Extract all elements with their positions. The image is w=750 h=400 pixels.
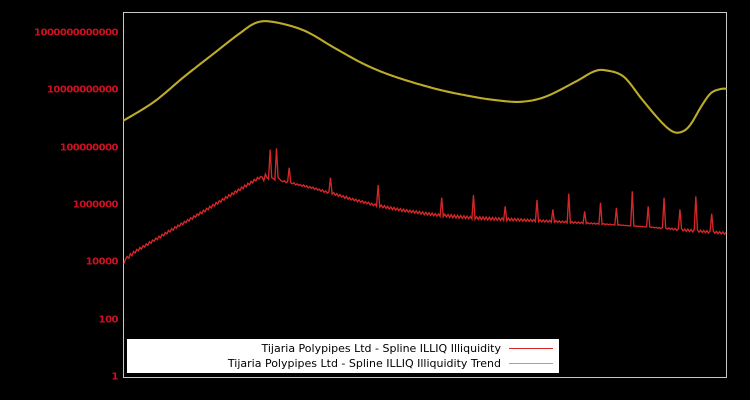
legend-entry-trend: Tijaria Polypipes Ltd - Spline ILLIQ Ill…	[131, 356, 555, 371]
legend-swatch-illiquidity	[509, 348, 553, 349]
y-axis-tick-100000000: 100000000	[59, 142, 119, 154]
plot-area	[123, 12, 727, 378]
y-axis-tick-10000000000: 10000000000	[46, 84, 119, 96]
series-illiquidity-line	[123, 148, 727, 264]
legend-swatch-trend	[509, 363, 553, 364]
legend-label-trend: Tijaria Polypipes Ltd - Spline ILLIQ Ill…	[227, 357, 501, 370]
y-axis-tick-1000000: 1000000	[72, 199, 119, 211]
legend-entry-illiquidity: Tijaria Polypipes Ltd - Spline ILLIQ Ill…	[131, 341, 555, 356]
y-axis-tick-1000000000000: 1000000000000	[34, 27, 118, 39]
y-axis-tick-10000: 10000	[85, 256, 119, 268]
y-axis-tick-1: 1	[111, 371, 119, 383]
y-axis-tick-100: 100	[98, 314, 119, 326]
series-trend-line	[122, 20, 728, 134]
chart-legend: Tijaria Polypipes Ltd - Spline ILLIQ Ill…	[126, 338, 560, 374]
legend-label-illiquidity: Tijaria Polypipes Ltd - Spline ILLIQ Ill…	[261, 342, 502, 355]
